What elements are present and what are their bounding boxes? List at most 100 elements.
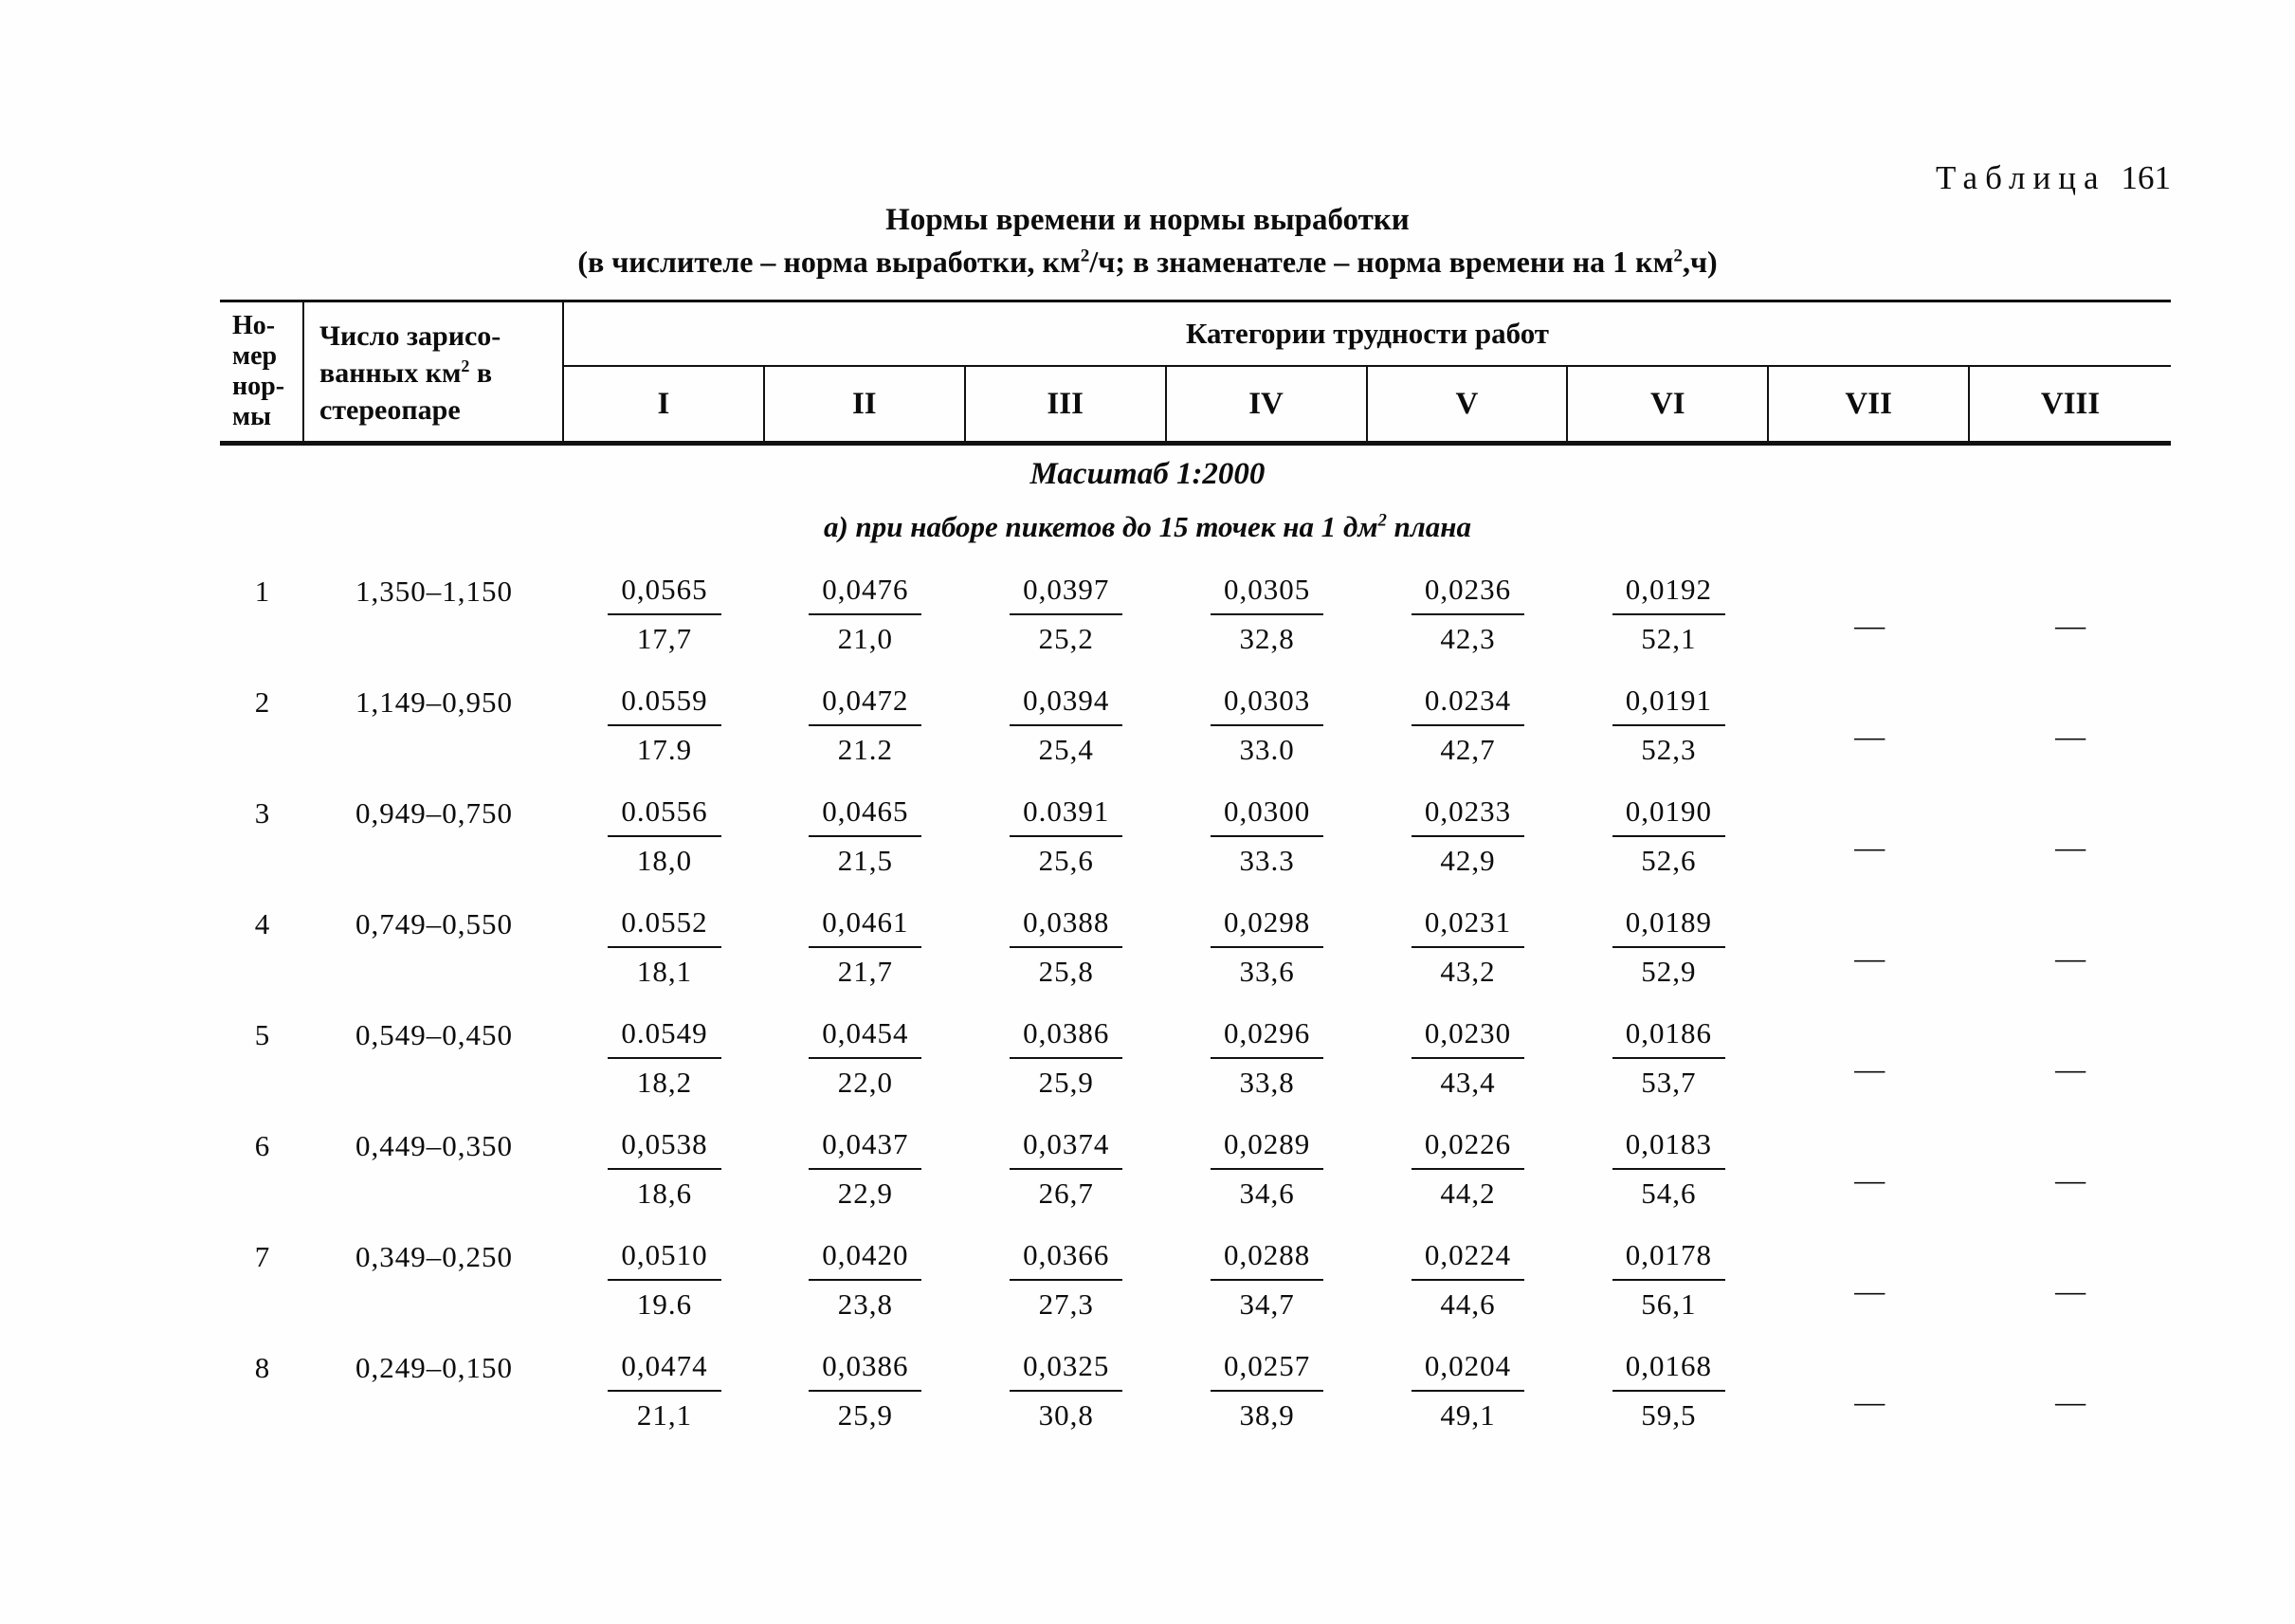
- fraction-denominator: 25,9: [1038, 1066, 1094, 1099]
- fraction-cell: 0,0437 22,9: [765, 1118, 966, 1229]
- table-body: 1 1,350–1,150 0,0565 17,7 0,0476 21,0 0,0397 25…: [220, 563, 2171, 1451]
- fraction-cell: 0,0288 34,7: [1167, 1229, 1368, 1340]
- fraction: 0,0454 22,0: [809, 1009, 922, 1100]
- fraction-numerator: 0,0394: [1010, 676, 1123, 726]
- fraction-denominator: 30,8: [1038, 1398, 1094, 1432]
- table-label-number: 161: [2121, 159, 2172, 196]
- fraction: 0,0386 25,9: [809, 1341, 922, 1432]
- fraction-cell: 0,0397 25,2: [966, 563, 1167, 674]
- fraction-denominator: 42,9: [1440, 844, 1496, 877]
- header-km2-per-stereopair: Число зарисо- ванных км2 в стереопаре: [304, 302, 564, 441]
- fraction-numerator: 0.0559: [608, 676, 721, 726]
- fraction: 0,0325 30,8: [1010, 1341, 1123, 1432]
- fraction-numerator: 0,0233: [1411, 787, 1525, 837]
- fraction: 0,0510 19.6: [608, 1231, 721, 1322]
- subtitle-part2: /ч; в знаменателе – норма времени на 1 к…: [1089, 245, 1674, 279]
- fraction-denominator: 54,6: [1641, 1177, 1697, 1210]
- fraction-cell: 0,0186 53,7: [1568, 1007, 1769, 1118]
- fraction-numerator: 0,0454: [809, 1009, 922, 1059]
- fraction-numerator: 0,0472: [809, 676, 922, 726]
- fraction-cell: 0,0386 25,9: [765, 1340, 966, 1451]
- fraction-denominator: 27,3: [1038, 1287, 1094, 1321]
- table-row: 6 0,449–0,350 0,0538 18,6 0,0437 22,9 0,0374 26…: [220, 1118, 2171, 1229]
- subsection-part1: а) при наборе пикетов до 15 точек на 1 д…: [823, 510, 1378, 543]
- fraction: 0,0303 33.0: [1210, 676, 1324, 767]
- fraction-cell: 0,0233 42,9: [1368, 785, 1569, 896]
- fraction-denominator: 17.9: [636, 733, 693, 766]
- fraction-numerator: 0,0224: [1411, 1231, 1525, 1281]
- fraction-numerator: 0,0305: [1210, 565, 1324, 615]
- range-value: 0,949–0,750: [355, 796, 513, 830]
- fraction: 0.0391 25,6: [1010, 787, 1123, 878]
- fraction: 0,0289 34,6: [1210, 1120, 1324, 1211]
- category-col-5: V: [1368, 367, 1569, 441]
- empty-dash: —: [1854, 940, 1885, 975]
- fraction-numerator: 0,0388: [1010, 898, 1123, 948]
- fraction: 0,0226 44,2: [1411, 1120, 1525, 1211]
- fraction-cell: 0,0230 43,4: [1368, 1007, 1569, 1118]
- fraction-denominator: 33,6: [1239, 955, 1295, 988]
- fraction: 0,0465 21,5: [809, 787, 922, 878]
- category-col-4: IV: [1167, 367, 1368, 441]
- fraction-denominator: 33.3: [1239, 844, 1295, 877]
- fraction: 0,0366 27,3: [1010, 1231, 1123, 1322]
- fraction: 0,0437 22,9: [809, 1120, 922, 1211]
- fraction-numerator: 0,0386: [809, 1341, 922, 1392]
- fraction-cell: 0,0183 54,6: [1568, 1118, 1769, 1229]
- fraction-numerator: 0,0289: [1210, 1120, 1324, 1170]
- col2-sup: 2: [461, 356, 470, 375]
- col2-line2a: ванных км: [319, 357, 462, 389]
- fraction-numerator: 0.0234: [1411, 676, 1525, 726]
- fraction: 0,0397 25,2: [1010, 565, 1123, 656]
- category-col-1: I: [564, 367, 765, 441]
- scale-heading: Масштаб 1:2000: [1029, 457, 1266, 491]
- fraction: 0,0420 23,8: [809, 1231, 922, 1322]
- fraction-cell: 0,0394 25,4: [966, 674, 1167, 785]
- fraction-numerator: 0,0386: [1010, 1009, 1123, 1059]
- fraction-denominator: 49,1: [1440, 1398, 1496, 1432]
- fraction-numerator: 0,0230: [1411, 1009, 1525, 1059]
- subtitle-part3: ,ч): [1682, 245, 1718, 279]
- fraction: 0,0461 21,7: [809, 898, 922, 989]
- fraction-numerator: 0.0556: [608, 787, 721, 837]
- fraction-cell: 0,0538 18,6: [564, 1118, 765, 1229]
- fraction-numerator: 0,0397: [1010, 565, 1123, 615]
- fraction-cell: 0,0191 52,3: [1568, 674, 1769, 785]
- fraction-cell: 0,0420 23,8: [765, 1229, 966, 1340]
- fraction-denominator: 26,7: [1038, 1177, 1094, 1210]
- fraction-numerator: 0,0510: [608, 1231, 721, 1281]
- fraction: 0,0394 25,4: [1010, 676, 1123, 767]
- fraction-numerator: 0.0549: [608, 1009, 721, 1059]
- empty-dash: —: [2055, 830, 2086, 864]
- fraction-denominator: 44,6: [1440, 1287, 1496, 1321]
- fraction-cell: 0,0476 21,0: [765, 563, 966, 674]
- subsection-part2: плана: [1386, 510, 1472, 543]
- subtitle-part1: (в числителе – норма выработки, км: [577, 245, 1081, 279]
- categories-label: Категории трудности работ: [564, 302, 2171, 367]
- fraction-cell: 0,0231 43,2: [1368, 896, 1569, 1007]
- header-norm-number: Но- мер нор- мы: [220, 302, 304, 441]
- col2-line3: стереопаре: [319, 394, 461, 426]
- fraction-numerator: 0,0226: [1411, 1120, 1525, 1170]
- fraction-cell: 0,0366 27,3: [966, 1229, 1167, 1340]
- fraction-numerator: 0,0168: [1612, 1341, 1725, 1392]
- fraction: 0.0559 17.9: [608, 676, 721, 767]
- table-row: 5 0,549–0,450 0.0549 18,2 0,0454 22,0 0,0386 25…: [220, 1007, 2171, 1118]
- fraction: 0,0474 21,1: [608, 1341, 721, 1432]
- table-number-label: Таблица 161: [1936, 159, 2171, 197]
- table-row: 7 0,349–0,250 0,0510 19.6 0,0420 23,8 0,0366 27…: [220, 1229, 2171, 1340]
- fraction-numerator: 0,0178: [1612, 1231, 1725, 1281]
- empty-dash: —: [1854, 719, 1885, 753]
- fraction: 0,0538 18,6: [608, 1120, 721, 1211]
- empty-dash: —: [2055, 1162, 2086, 1196]
- table-row: 3 0,949–0,750 0.0556 18,0 0,0465 21,5 0.0391 25…: [220, 785, 2171, 896]
- fraction-numerator: 0,0183: [1612, 1120, 1725, 1170]
- fraction-cell: 0.0234 42,7: [1368, 674, 1569, 785]
- fraction-numerator: 0.0391: [1010, 787, 1123, 837]
- fraction-numerator: 0,0474: [608, 1341, 721, 1392]
- fraction-denominator: 34,6: [1239, 1177, 1295, 1210]
- fraction-numerator: 0,0192: [1612, 565, 1725, 615]
- fraction-numerator: 0.0552: [608, 898, 721, 948]
- row-number: 8: [254, 1351, 270, 1384]
- fraction-cell: 0,0388 25,8: [966, 896, 1167, 1007]
